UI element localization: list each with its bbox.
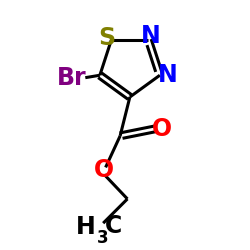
Text: N: N <box>140 24 160 48</box>
Text: O: O <box>94 158 114 182</box>
Text: 3: 3 <box>97 229 109 247</box>
Text: S: S <box>98 26 116 50</box>
Text: N: N <box>158 63 178 87</box>
Text: O: O <box>152 116 172 140</box>
Text: Br: Br <box>57 66 87 90</box>
Text: C: C <box>104 214 122 238</box>
Text: H: H <box>76 215 96 239</box>
